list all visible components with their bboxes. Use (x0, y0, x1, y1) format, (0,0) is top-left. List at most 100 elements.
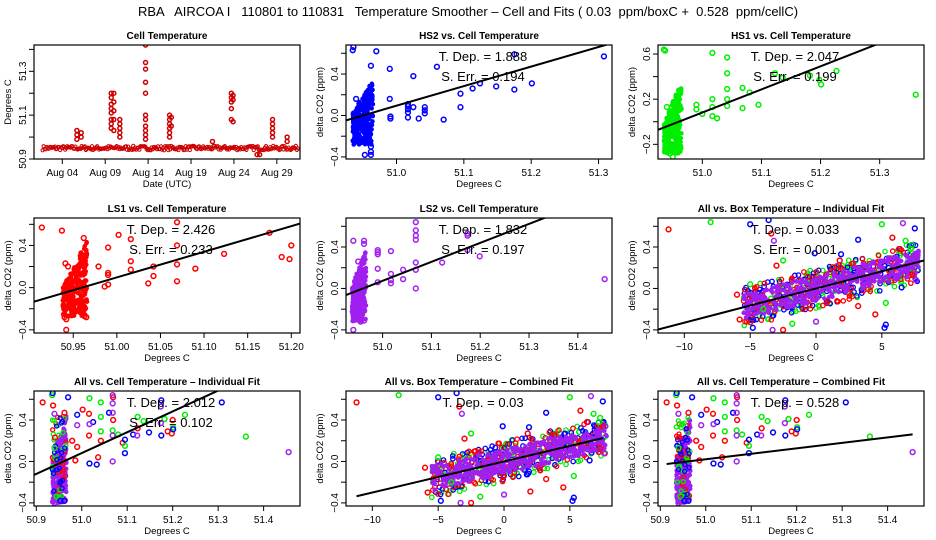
band-point (449, 453, 456, 459)
band-point (466, 478, 471, 483)
band-point (902, 266, 907, 271)
y-tick-label: 0.0 (330, 281, 341, 295)
band-point (440, 457, 447, 463)
band-point (835, 275, 841, 280)
band-point (488, 467, 494, 473)
data-point-hs2 (367, 143, 375, 150)
band-point (553, 463, 560, 470)
band-point (440, 482, 445, 488)
cluster-point (50, 471, 57, 477)
cluster-point (80, 254, 85, 259)
band-point (800, 300, 805, 306)
data-point-ls2 (602, 423, 609, 430)
data-point-hs1 (912, 91, 919, 98)
y-tick-label: 0.4 (642, 240, 653, 254)
band-point (472, 480, 479, 487)
cluster-point (57, 480, 63, 486)
data-point-ls1 (58, 227, 66, 234)
band-point (844, 288, 850, 294)
cluster-point (664, 116, 670, 122)
fit-annotation: S. Err. = 0.102 (129, 415, 212, 430)
x-axis-label: Degrees C (768, 179, 814, 190)
band-point (575, 458, 582, 465)
band-point (904, 260, 909, 265)
band-point (557, 435, 563, 440)
band-point (777, 287, 782, 293)
data-point-hs2 (688, 394, 696, 401)
band-point (570, 425, 576, 432)
data-point-ls2 (733, 409, 740, 416)
band-point (587, 434, 592, 439)
band-point (584, 431, 589, 436)
data-point-hs2 (717, 461, 724, 468)
band-point (481, 476, 487, 481)
band-point (877, 258, 883, 264)
x-tick-label: 51.05 (148, 342, 173, 353)
data-point-hs2 (525, 424, 533, 431)
cluster-point (63, 284, 69, 289)
cluster-point (68, 307, 73, 312)
x-tick-label: Aug 09 (89, 168, 121, 179)
data-point-hs1 (140, 417, 147, 425)
band-point (846, 296, 853, 302)
band-point (819, 288, 824, 294)
band-point (498, 444, 505, 451)
y-axis-label: delta CO2 (ppm) (3, 413, 14, 483)
band-point (604, 433, 609, 439)
band-point (743, 315, 749, 320)
data-point-hs1 (161, 415, 168, 423)
data-point-ls1 (467, 499, 475, 506)
band-point (512, 440, 519, 447)
x-tick-label: 51.3 (870, 168, 890, 179)
cluster-point (675, 463, 682, 469)
band-point (834, 297, 840, 304)
data-point-hs2 (747, 221, 754, 228)
cluster-point (357, 303, 362, 308)
band-point (771, 300, 776, 306)
data-point-ls1 (665, 226, 672, 233)
cluster-point (59, 485, 65, 491)
data-point-ls1 (104, 269, 112, 277)
band-point (492, 465, 497, 470)
band-point (859, 277, 865, 282)
band-point (748, 300, 753, 305)
band-point (910, 265, 915, 271)
band-point (507, 469, 513, 475)
band-point (815, 295, 821, 300)
data-point-ls2 (909, 448, 916, 456)
fit-annotation: T. Dep. = 0.03 (442, 395, 523, 410)
cluster-point (676, 87, 681, 93)
data-point-hs1 (758, 413, 765, 421)
cluster-point (361, 280, 367, 286)
band-point (746, 309, 751, 315)
cluster-point (354, 271, 359, 277)
data-point-hs2 (765, 218, 772, 224)
data-point-ls2 (412, 259, 419, 266)
data-point-cell (166, 134, 173, 140)
data-point-hs2 (793, 426, 801, 433)
band-point (753, 316, 760, 323)
data-point-ls2 (387, 270, 395, 278)
data-point-cell (230, 118, 236, 125)
data-point (280, 143, 285, 149)
band-point (761, 280, 768, 287)
data-point-ls2 (355, 258, 362, 265)
data-point-ls1 (101, 283, 108, 290)
data-point-ls1 (839, 315, 846, 322)
data-point-ls1 (675, 434, 683, 441)
x-tick-label: 51.1 (117, 515, 137, 526)
band-point (758, 296, 763, 302)
band-point (445, 491, 451, 498)
band-point (904, 274, 909, 280)
data-point-hs2 (811, 250, 818, 257)
x-tick-label: 51.1 (454, 168, 474, 179)
y-tick-label: 0.0 (330, 454, 341, 468)
data-point-hs2 (469, 85, 476, 92)
band-point (880, 265, 886, 271)
data-point-ls1 (169, 416, 176, 424)
data-point-ls1 (278, 253, 285, 261)
band-point (807, 306, 814, 312)
band-point (758, 317, 765, 323)
data-point-ls1 (173, 219, 181, 226)
y-tick-label: −0.2 (642, 134, 653, 154)
